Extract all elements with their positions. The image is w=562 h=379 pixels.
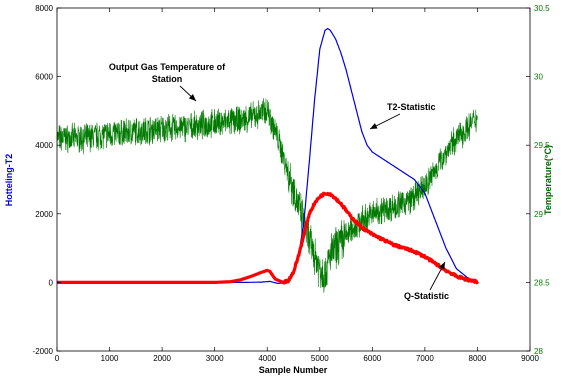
- annotation-t2-arrow: [369, 113, 401, 130]
- y-right-tick-label: 29: [534, 210, 543, 219]
- series-temperature-line: [56, 98, 478, 293]
- annotation-temperature-line1: Output Gas Temperature of: [109, 62, 226, 72]
- y-left-axis-title: Hotteling-T2: [4, 154, 14, 207]
- y-left-tick-label: 2000: [35, 210, 53, 219]
- x-tick-label: 0: [55, 354, 60, 363]
- arrows-layer: [179, 85, 446, 291]
- y-left-tick-label: 8000: [35, 4, 53, 13]
- annotation-temperature-arrow: [179, 85, 197, 102]
- x-tick-label: 9000: [521, 354, 539, 363]
- annotation-q-arrow: [429, 261, 446, 291]
- annotation-t2: T2-Statistic: [387, 102, 436, 112]
- y-right-tick-label: 28: [534, 347, 543, 356]
- y-right-tick-label: 30: [534, 73, 543, 82]
- x-axis-title: Sample Number: [259, 365, 328, 375]
- x-tick-label: 7000: [416, 354, 434, 363]
- y-right-tick-label: 28.5: [534, 278, 550, 287]
- x-tick-label: 2000: [153, 354, 171, 363]
- x-tick-label: 1000: [101, 354, 119, 363]
- series-q-line: [55, 191, 479, 285]
- y-left-tick-label: -2000: [33, 347, 54, 356]
- ticks-layer: 0 1000 2000 3000 4000 5000 6000 7000 8000 9000 -20…: [33, 4, 551, 363]
- x-tick-label: 6000: [363, 354, 381, 363]
- y-left-tick-label: 0: [49, 278, 54, 287]
- y-left-tick-label: 4000: [35, 141, 53, 150]
- annotation-q: Q-Statistic: [404, 291, 449, 301]
- plot-frame: [56, 7, 531, 352]
- y-left-tick-label: 6000: [35, 73, 53, 82]
- y-right-axis-title: Temperature(°C): [543, 145, 553, 215]
- x-tick-label: 4000: [258, 354, 276, 363]
- x-tick-label: 3000: [206, 354, 224, 363]
- y-right-tick-label: 30.5: [534, 4, 550, 13]
- y-right-tick-label: 29.5: [534, 141, 550, 150]
- x-tick-label: 8000: [469, 354, 487, 363]
- x-tick-label: 5000: [311, 354, 329, 363]
- series-layer: [55, 27, 479, 293]
- annotation-temperature-line2: Station: [152, 74, 183, 84]
